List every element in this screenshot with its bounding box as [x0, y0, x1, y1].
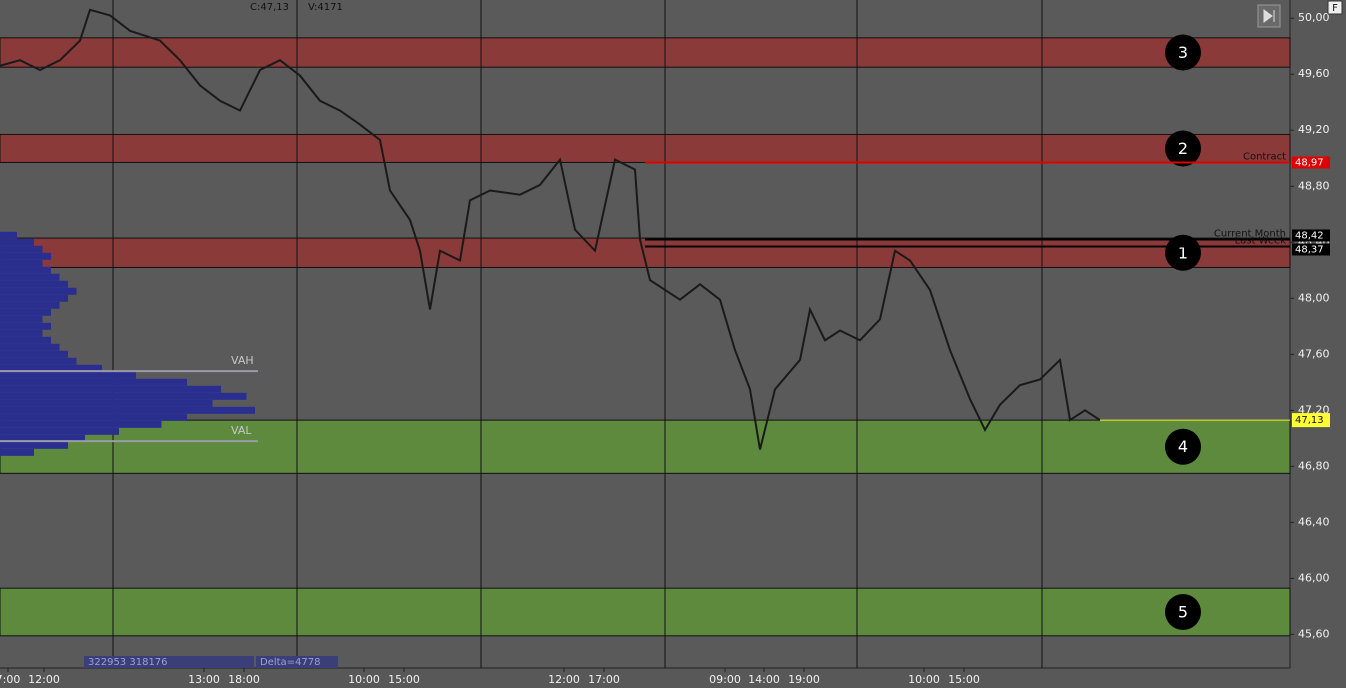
- level-box: [1292, 243, 1330, 256]
- value-area-label: VAL: [231, 424, 252, 437]
- f-button[interactable]: [1327, 0, 1343, 15]
- plot-area: [0, 0, 1290, 668]
- zone-label: 4: [1178, 437, 1188, 456]
- x-tick-label: 13:00: [188, 673, 220, 686]
- zone: [0, 587, 1291, 637]
- y-tick-label: 49,20: [1298, 123, 1330, 136]
- scroll-end-icon: [1263, 9, 1275, 23]
- zone-marker: [1165, 234, 1201, 271]
- zone-marker: [1165, 593, 1201, 630]
- profile-bar: [0, 287, 77, 295]
- x-tick-label: 10:00: [908, 673, 940, 686]
- profile-bar: [0, 308, 51, 316]
- profile-bar: [0, 448, 34, 456]
- zone-marker: [1165, 428, 1201, 465]
- level-value: 48,42: [1295, 230, 1324, 241]
- profile-bar: [0, 322, 51, 330]
- profile-bar: [0, 329, 43, 337]
- x-tick-label: 15:00: [388, 673, 420, 686]
- profile-bar: [0, 273, 60, 281]
- zone: [0, 419, 1291, 474]
- footer-box: [256, 656, 338, 668]
- y-tick-label: 47,20: [1298, 403, 1330, 416]
- y-tick-label: 48,00: [1298, 291, 1330, 304]
- profile-bar: [0, 252, 51, 260]
- profile-bar: [0, 231, 17, 239]
- profile-bar: [0, 371, 136, 379]
- zone-label: 3: [1178, 43, 1188, 62]
- profile-bar: [0, 364, 102, 372]
- footer-delta: Delta=4778: [260, 657, 321, 668]
- profile-bar: [0, 266, 51, 274]
- level-value: 48,37: [1295, 244, 1324, 255]
- zone: [0, 37, 1291, 68]
- profile-bar: [0, 336, 51, 344]
- y-tick-label: 46,40: [1298, 515, 1330, 528]
- profile-bar: [0, 392, 247, 400]
- header-volume: V:4171: [308, 2, 343, 13]
- profile-bar: [0, 399, 213, 407]
- x-tick-label: 17:00: [588, 673, 620, 686]
- price-line: [0, 8, 1101, 450]
- zone: [0, 133, 1291, 163]
- zone-marker: [1165, 34, 1201, 71]
- profile-bar: [0, 280, 68, 288]
- x-tick-label: 15:00: [948, 673, 980, 686]
- profile-bar: [0, 441, 68, 449]
- y-tick-label: 45,60: [1298, 627, 1330, 640]
- y-tick-label: 48,80: [1298, 179, 1330, 192]
- profile-bar: [0, 378, 187, 386]
- profile-bar: [0, 420, 162, 428]
- profile-bar: [0, 357, 77, 365]
- x-tick-label: 14:00: [748, 673, 780, 686]
- footer-box: [84, 656, 254, 668]
- y-tick-label: 47,60: [1298, 347, 1330, 360]
- x-tick-label: 7:00: [0, 673, 20, 686]
- profile-bar: [0, 427, 119, 435]
- y-tick-label: 46,80: [1298, 459, 1330, 472]
- profile-bar: [0, 259, 43, 267]
- footer-volumes: 322953 318176: [88, 657, 168, 668]
- zone-label: 5: [1178, 602, 1188, 621]
- last-price-box: [1292, 413, 1330, 428]
- profile-bar: [0, 245, 43, 253]
- profile-bar: [0, 343, 60, 351]
- x-tick-label: 12:00: [28, 673, 60, 686]
- level-box: [1292, 156, 1330, 169]
- level-name: Current Month: [1214, 228, 1286, 239]
- profile-bar: [0, 238, 34, 246]
- profile-bar: [0, 301, 60, 309]
- zone-label: 2: [1178, 139, 1188, 158]
- x-tick-label: 10:00: [348, 673, 380, 686]
- header-close: C:47,13: [250, 2, 289, 13]
- level-name: Contract: [1243, 151, 1286, 162]
- zone-marker: [1165, 130, 1201, 167]
- level-name: Last Week: [1235, 235, 1287, 246]
- x-tick-label: 09:00: [709, 673, 741, 686]
- level-value: 48,97: [1295, 157, 1324, 168]
- profile-bar: [0, 350, 68, 358]
- value-area-label: VAH: [231, 354, 254, 367]
- profile-bar: [0, 406, 255, 414]
- y-tick-label: 49,60: [1298, 67, 1330, 80]
- profile-bar: [0, 385, 221, 393]
- profile-bar: [0, 294, 68, 302]
- profile-bar: [0, 413, 187, 421]
- profile-bar: [0, 434, 85, 442]
- x-tick-label: 18:00: [228, 673, 260, 686]
- y-tick-label: 46,00: [1298, 571, 1330, 584]
- last-price-label: 47,13: [1295, 415, 1324, 426]
- y-tick-label: 50,00: [1298, 11, 1330, 24]
- zone-label: 1: [1178, 243, 1188, 262]
- x-tick-label: 12:00: [548, 673, 580, 686]
- x-tick-label: 19:00: [788, 673, 820, 686]
- profile-bar: [0, 315, 43, 323]
- f-button-label: F: [1332, 3, 1338, 14]
- level-box: [1292, 229, 1330, 242]
